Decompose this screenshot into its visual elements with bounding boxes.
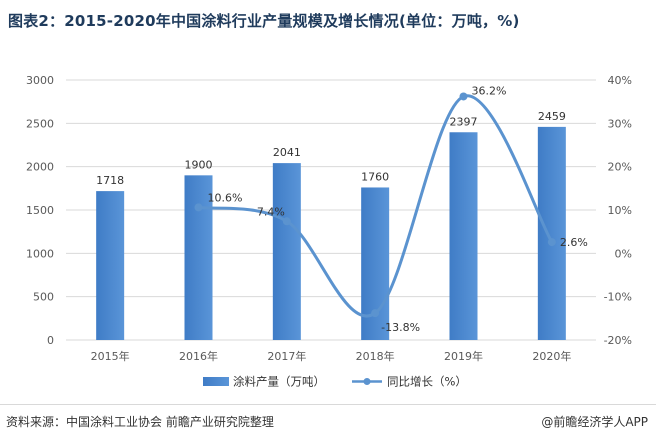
growth-line-series: 10.6% 7.4% -13.8% 36.2% 2.6%	[194, 84, 588, 334]
legend-item-growth: 同比增长（%）	[352, 375, 467, 389]
chart-title: 图表2：2015-2020年中国涂料行业产量规模及增长情况(单位：万吨，%)	[8, 12, 520, 30]
bar-value-label: 2397	[450, 115, 478, 128]
bar-value-label: 1900	[185, 158, 213, 171]
left-tick-label: 500	[33, 291, 54, 304]
x-tick-label: 2020年	[532, 349, 571, 363]
right-tick-label: -10%	[604, 291, 632, 304]
source-note: 资料来源：中国涂料工业协会 前瞻产业研究院整理	[6, 415, 274, 429]
growth-marker	[547, 238, 556, 247]
legend-label-growth: 同比增长（%）	[387, 375, 467, 389]
x-tick-label: 2015年	[91, 349, 130, 363]
x-tick-label: 2017年	[267, 349, 306, 363]
x-tick-label: 2018年	[356, 349, 395, 363]
growth-value-label: 2.6%	[560, 236, 588, 249]
x-tick-label: 2019年	[444, 349, 483, 363]
x-tick-label: 2016年	[179, 349, 218, 363]
legend-item-production: 涂料产量（万吨）	[203, 375, 325, 389]
bar-value-label: 2459	[538, 110, 566, 123]
left-tick-label: 2500	[26, 117, 54, 130]
legend-bar-swatch	[203, 377, 229, 386]
growth-marker	[371, 309, 380, 318]
left-axis: 0 500 1000 1500 2000 2500 3000	[26, 74, 54, 347]
growth-marker	[194, 203, 203, 212]
left-tick-label: 3000	[26, 74, 54, 87]
bar-series: 1718 1900 2041 1760 2397 2459	[96, 110, 566, 341]
right-tick-label: 20%	[608, 161, 632, 174]
footer-divider	[0, 404, 656, 405]
legend: 涂料产量（万吨） 同比增长（%）	[203, 375, 467, 389]
right-tick-label: 40%	[608, 74, 632, 87]
chart: 0 500 1000 1500 2000 2500 3000 -20% -10% 0% 10% 20…	[26, 74, 632, 389]
bar	[184, 175, 213, 340]
growth-value-label: 7.4%	[257, 205, 285, 218]
left-tick-label: 1000	[26, 247, 54, 260]
bar	[272, 163, 301, 340]
legend-marker	[363, 378, 371, 385]
right-tick-label: 10%	[608, 204, 632, 217]
growth-value-label: 10.6%	[208, 191, 243, 204]
bar-value-label: 1718	[96, 174, 124, 187]
growth-marker	[459, 92, 468, 101]
bar-value-label: 2041	[273, 146, 301, 159]
bar	[96, 191, 125, 340]
gridlines	[66, 79, 596, 341]
brand-credit: @前瞻经济学人APP	[541, 415, 648, 429]
left-tick-label: 1500	[26, 204, 54, 217]
growth-marker	[282, 217, 291, 226]
right-tick-label: -20%	[604, 334, 632, 347]
growth-value-label: 36.2%	[472, 84, 507, 97]
x-axis: 2015年 2016年 2017年 2018年 2019年 2020年	[91, 349, 572, 363]
growth-value-label: -13.8%	[381, 321, 420, 334]
right-axis: -20% -10% 0% 10% 20% 30% 40%	[604, 74, 632, 347]
bar	[537, 126, 566, 341]
growth-line	[197, 94, 554, 318]
bar	[449, 132, 478, 340]
left-tick-label: 0	[47, 334, 54, 347]
bar-value-label: 1760	[361, 170, 389, 183]
left-tick-label: 2000	[26, 161, 54, 174]
right-tick-label: 0%	[615, 247, 632, 260]
right-tick-label: 30%	[608, 117, 632, 130]
legend-label-production: 涂料产量（万吨）	[233, 375, 325, 389]
